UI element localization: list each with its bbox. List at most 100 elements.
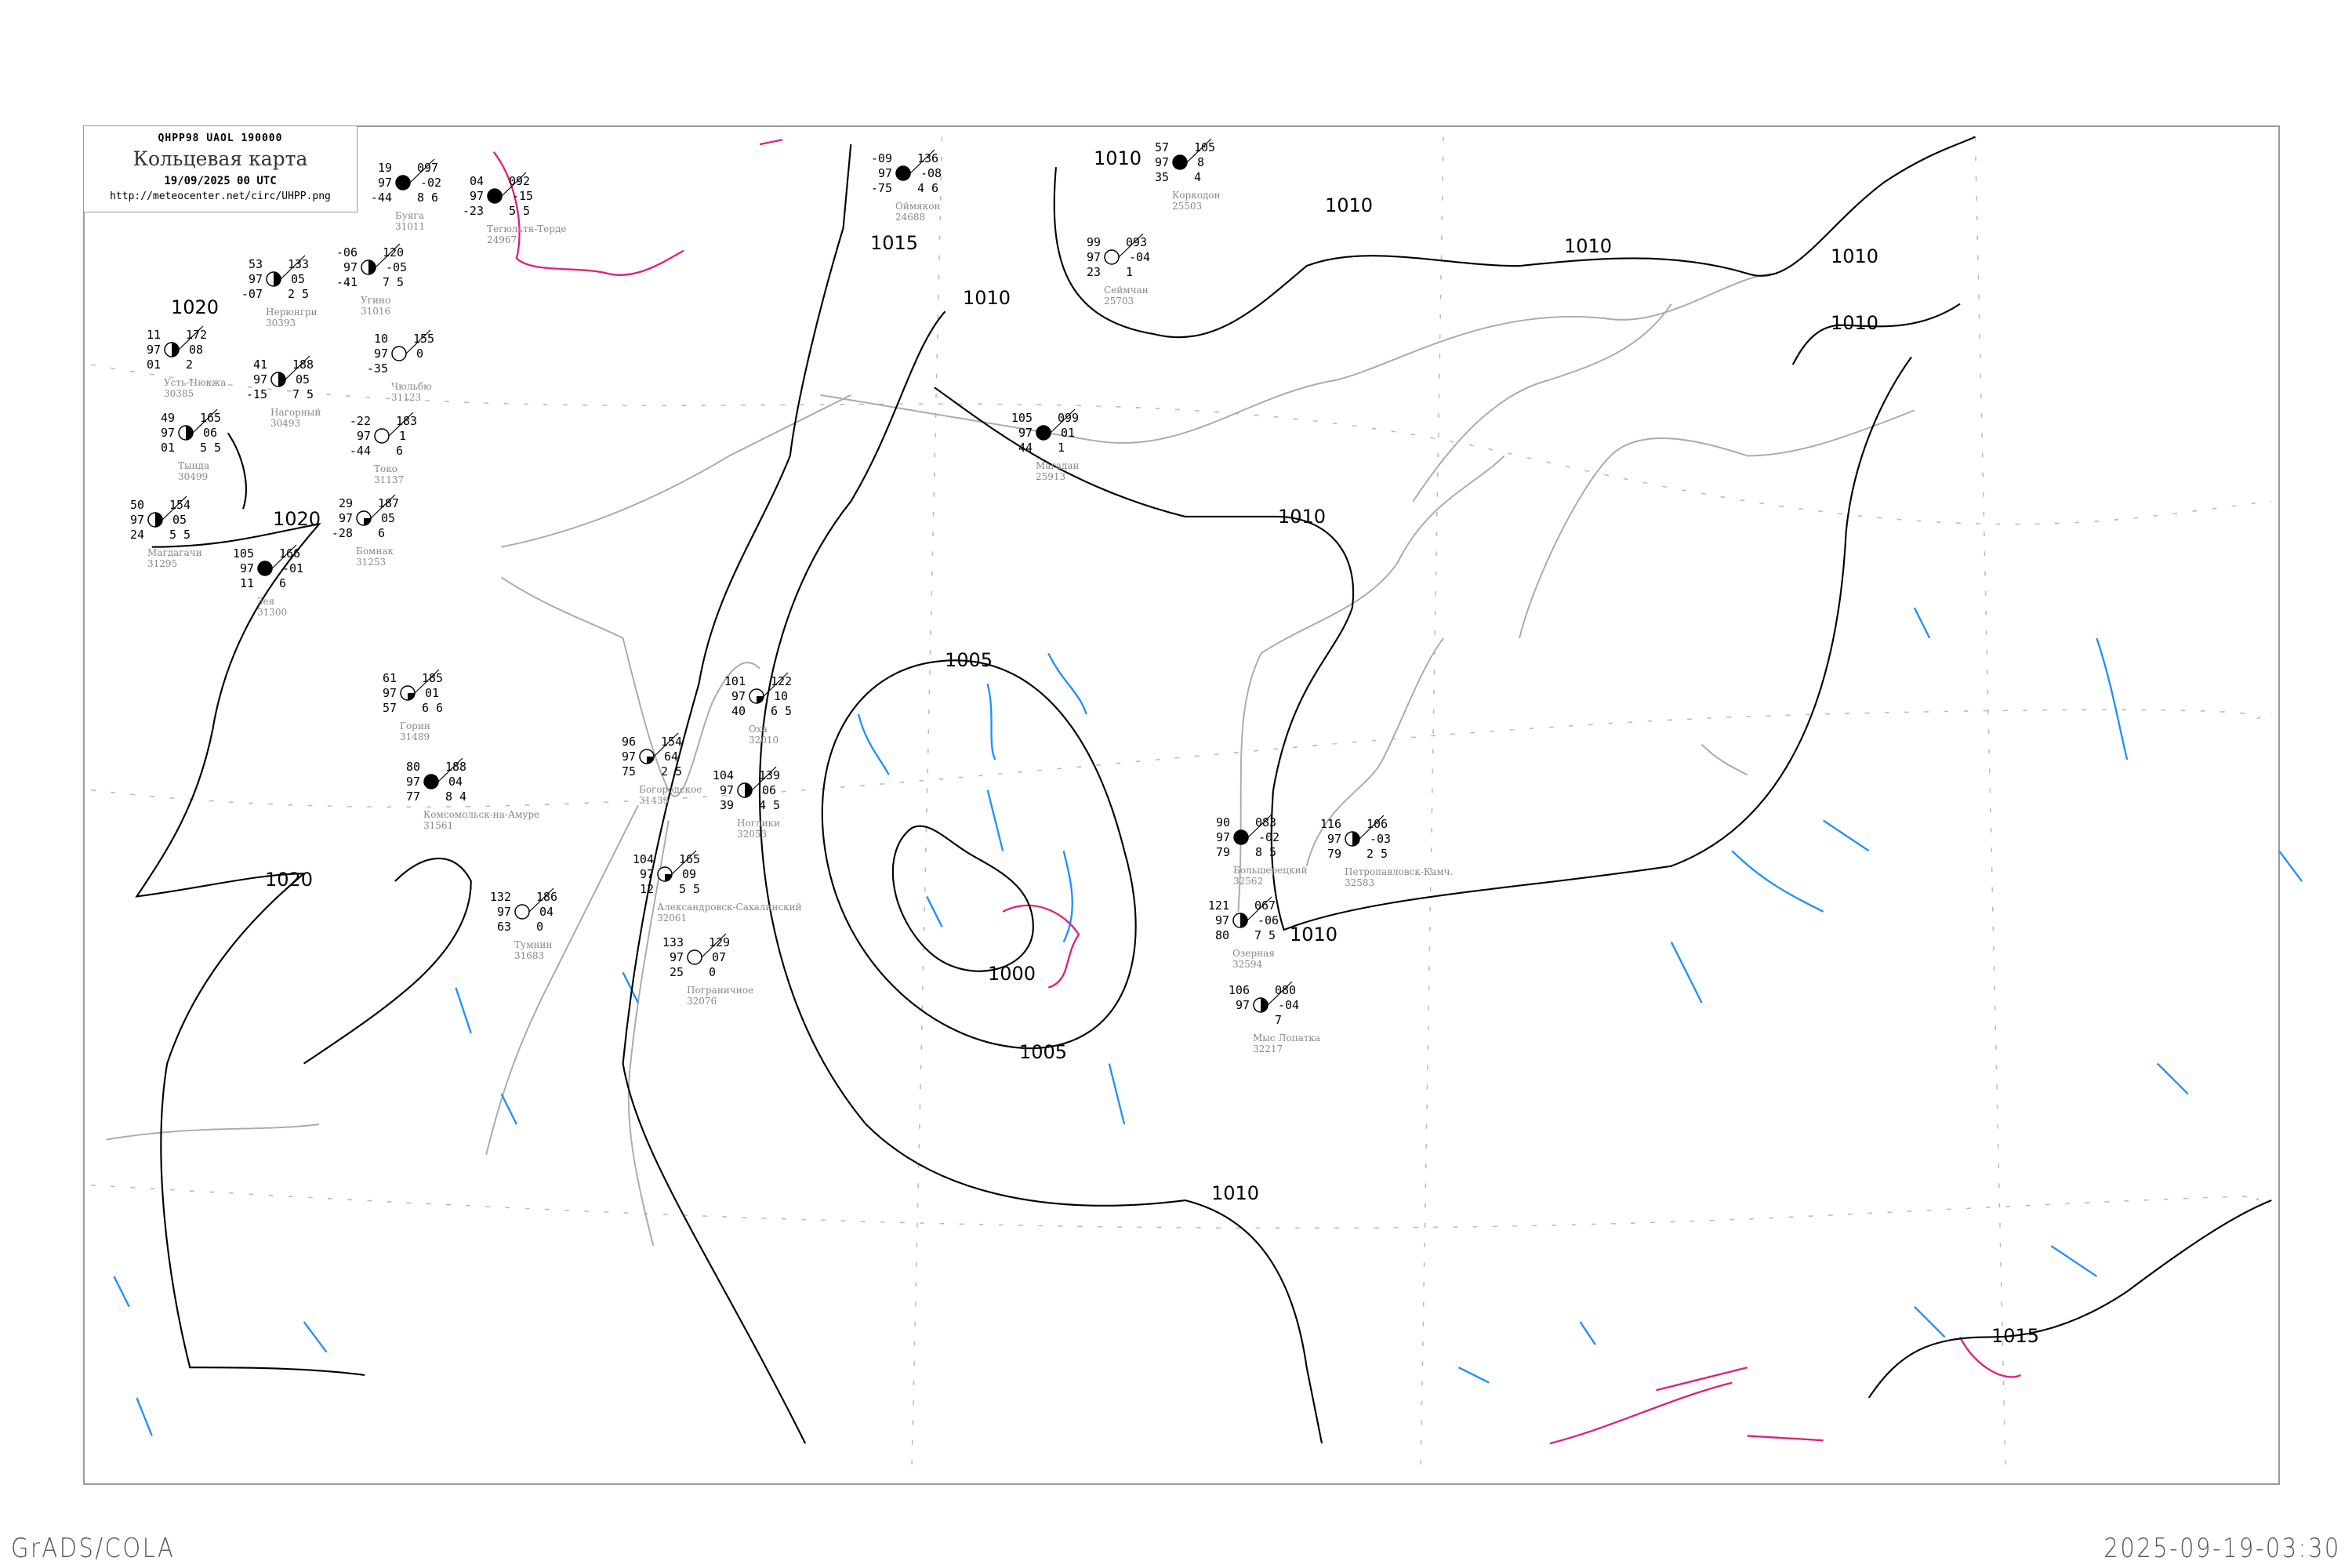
station-name: Буяга xyxy=(395,210,424,221)
wind-barb xyxy=(653,732,679,757)
half-cover-icon xyxy=(368,260,376,274)
pressure: 122 xyxy=(771,674,792,688)
wind-barb xyxy=(388,412,414,437)
cloud-codes: 4 xyxy=(1194,170,1201,184)
half-cover-icon xyxy=(155,513,162,527)
cloud-codes: 8 6 xyxy=(417,191,438,205)
isobar-label: 1015 xyxy=(870,232,918,254)
dew-point: 25 xyxy=(670,965,684,979)
pressure: 092 xyxy=(509,174,530,188)
dew-point: -44 xyxy=(350,444,371,458)
isobar-label-group: 1010 xyxy=(1211,1182,1259,1204)
station-name: Коркодон xyxy=(1172,190,1221,201)
pressure: 188 xyxy=(445,760,466,774)
visibility: 97 xyxy=(1236,998,1250,1012)
station-name: Нагорный xyxy=(270,407,321,418)
temperature: 29 xyxy=(339,496,353,510)
wind-barb xyxy=(1118,233,1144,258)
wind-barb xyxy=(437,757,463,782)
station-id: 31439 xyxy=(639,795,669,806)
pressure-tendency: 1 xyxy=(399,429,406,443)
pressure: 106 xyxy=(1367,817,1388,831)
station-id: 30499 xyxy=(178,471,208,482)
dew-point: 44 xyxy=(1018,441,1033,455)
cloud-codes: 6 5 xyxy=(771,704,792,718)
station-name: Александровск-Сахалинский xyxy=(657,902,802,913)
isobar-label: 1010 xyxy=(963,287,1011,309)
isobar-label-group: 1010 xyxy=(1325,194,1373,216)
dew-point: 35 xyxy=(1155,170,1169,184)
cloud-codes: 6 6 xyxy=(422,701,443,715)
quarter-cover-icon xyxy=(408,693,415,700)
pressure-tendency: -02 xyxy=(420,176,441,190)
pressure-tendency: -02 xyxy=(1258,830,1279,844)
half-cover-icon xyxy=(1352,832,1359,846)
station-name: Сеймчан xyxy=(1104,285,1149,296)
station-name: Мыс Лопатка xyxy=(1253,1033,1320,1044)
pressure-tendency: 01 xyxy=(1061,426,1075,440)
station-name: Богородское xyxy=(639,784,702,795)
station-id: 31683 xyxy=(514,950,544,961)
visibility: 97 xyxy=(470,189,484,203)
cloud-codes: 7 xyxy=(1275,1013,1282,1027)
dew-point: -07 xyxy=(241,287,263,301)
map-title: Кольцевая карта xyxy=(132,147,308,170)
pressure: 133 xyxy=(288,257,309,271)
visibility: 97 xyxy=(497,905,511,919)
half-cover-icon xyxy=(278,372,285,387)
isobar-label: 1010 xyxy=(1831,245,1878,267)
zero-isotherm xyxy=(492,139,2022,1445)
station-name: Магдагачи xyxy=(147,547,202,558)
station-id: 25703 xyxy=(1104,296,1134,307)
cloud-codes: 4 5 xyxy=(759,798,780,812)
source-url[interactable]: http://meteocenter.net/circ/UHPP.png xyxy=(110,191,331,202)
pressure: 139 xyxy=(759,768,780,782)
pressure: 166 xyxy=(279,546,300,561)
station-id: 31561 xyxy=(423,820,453,831)
pressure: 097 xyxy=(417,161,438,175)
pressure: 187 xyxy=(378,496,399,510)
pressure: 136 xyxy=(917,151,938,165)
quarter-cover-icon xyxy=(665,874,672,881)
wind-barb xyxy=(1247,813,1273,838)
dew-point: 77 xyxy=(406,789,420,804)
station-id: 32061 xyxy=(657,913,687,924)
cloud-codes: 5 5 xyxy=(509,204,530,218)
pressure: 155 xyxy=(413,332,434,346)
dew-point: -23 xyxy=(463,204,484,218)
isobar-label-group: 1005 xyxy=(1019,1041,1067,1063)
footer-software: GrADS/COLA xyxy=(11,1533,176,1564)
station-name: Нерюнгри xyxy=(266,307,318,318)
wind-barb xyxy=(271,544,297,569)
wind-barb xyxy=(751,766,777,791)
station-name: Оха xyxy=(749,724,768,735)
